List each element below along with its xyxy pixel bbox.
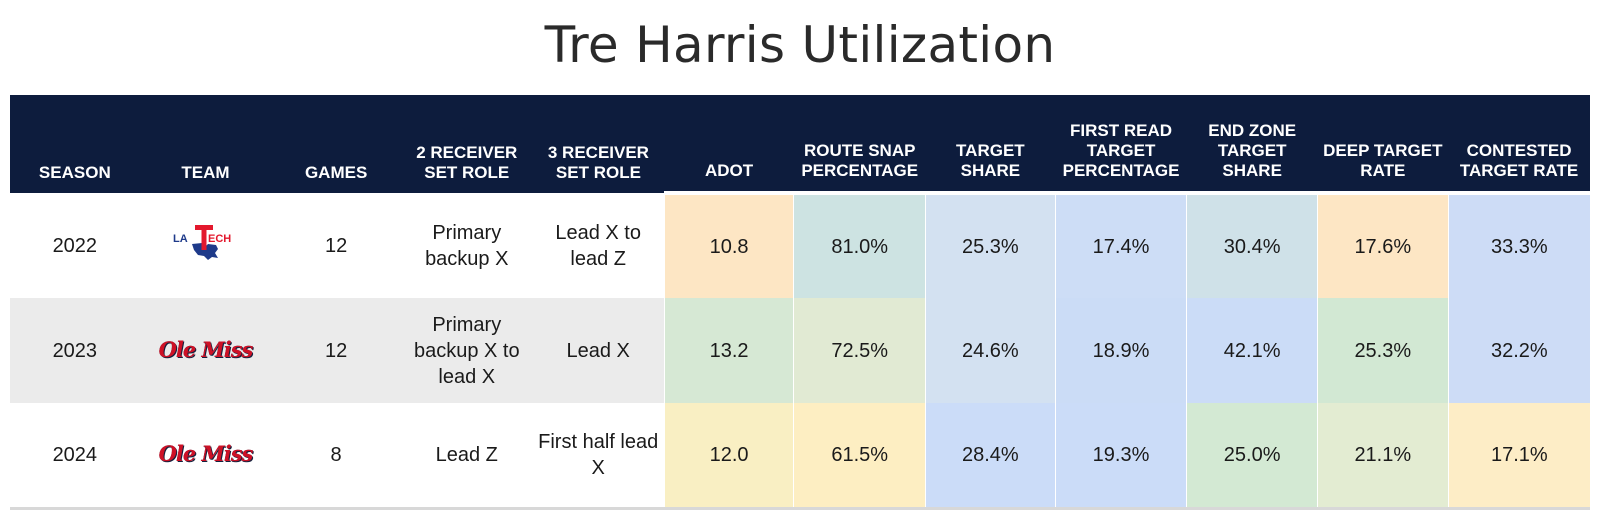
header-adot: ADOT — [664, 95, 794, 193]
team-cell: Ole Miss — [139, 403, 272, 510]
logo-t-letter: T — [202, 223, 203, 225]
header-first-read-target-percentage: FIRST READ TARGET PERCENTAGE — [1055, 95, 1187, 193]
logo-tech-text: ECH — [208, 233, 231, 245]
utilization-table: SEASON TEAM GAMES 2 RECEIVER SET ROLE 3 … — [10, 95, 1590, 510]
target-share-cell: 24.6% — [925, 298, 1056, 403]
logo-la-text: LA — [173, 233, 188, 245]
two-receiver-set-role-cell: Primary backup X — [400, 193, 533, 298]
first-read-target-percentage-cell: 19.3% — [1054, 403, 1187, 510]
season-cell: 2022 — [10, 193, 140, 298]
team-cell: LA ECH T — [139, 193, 272, 298]
deep-target-rate-cell: 21.1% — [1316, 403, 1449, 510]
three-receiver-set-role-cell: Lead X to lead Z — [532, 193, 665, 298]
team-cell: Ole Miss — [139, 298, 272, 403]
header-route-snap-percentage: ROUTE SNAP PERCENTAGE — [793, 95, 926, 193]
adot-cell: 12.0 — [663, 403, 794, 510]
route-snap-percentage-cell: 81.0% — [793, 191, 926, 298]
header-row: SEASON TEAM GAMES 2 RECEIVER SET ROLE 3 … — [10, 95, 1590, 193]
table-row: 2024 Ole Miss 8 Lead Z First half lead X 12.0… — [10, 403, 1590, 510]
three-receiver-set-role-cell: Lead X — [532, 298, 665, 403]
adot-cell: 13.2 — [663, 298, 794, 403]
ole-miss-logo: Ole Miss — [158, 337, 254, 362]
first-read-target-percentage-cell: 17.4% — [1054, 191, 1187, 298]
adot-cell: 10.8 — [663, 191, 794, 298]
route-snap-percentage-cell: 72.5% — [793, 298, 926, 403]
la-tech-logo: LA ECH T — [173, 223, 232, 260]
ole-miss-logo: Ole Miss — [158, 441, 254, 467]
header-season: SEASON — [10, 95, 140, 193]
contested-target-rate-cell: 32.2% — [1447, 298, 1590, 403]
route-snap-percentage-cell: 61.5% — [793, 403, 926, 510]
games-cell: 8 — [271, 403, 401, 510]
end-zone-target-share-cell: 42.1% — [1186, 298, 1318, 403]
three-receiver-set-role-cell: First half lead X — [532, 403, 665, 510]
games-cell: 12 — [271, 298, 401, 403]
deep-target-rate-cell: 25.3% — [1316, 298, 1449, 403]
chart-title: Tre Harris Utilization — [544, 16, 1056, 74]
first-read-target-percentage-cell: 18.9% — [1054, 298, 1187, 403]
header-games: GAMES — [271, 95, 401, 193]
season-cell: 2024 — [10, 403, 140, 510]
table-row: 2023 Ole Miss 12 Primary backup X to lead X… — [10, 298, 1590, 403]
two-receiver-set-role-cell: Lead Z — [400, 403, 533, 510]
contested-target-rate-cell: 33.3% — [1447, 191, 1590, 298]
header-3-receiver-set-role: 3 RECEIVER SET ROLE — [532, 95, 665, 193]
end-zone-target-share-cell: 30.4% — [1186, 191, 1318, 298]
header-team: TEAM — [139, 95, 272, 193]
deep-target-rate-cell: 17.6% — [1316, 191, 1449, 298]
header-contested-target-rate: CONTESTED TARGET RATE — [1448, 95, 1590, 193]
target-share-cell: 28.4% — [925, 403, 1056, 510]
games-cell: 12 — [271, 193, 401, 298]
header-target-share: TARGET SHARE — [925, 95, 1056, 193]
table-row: 2022 LA ECH T 12 Primary backup X Lead X t… — [10, 191, 1590, 298]
two-receiver-set-role-cell: Primary backup X to lead X — [400, 298, 533, 403]
header-end-zone-target-share: END ZONE TARGET SHARE — [1186, 95, 1318, 193]
table-body: 2022 LA ECH T 12 Primary backup X Lead X t… — [10, 191, 1590, 510]
target-share-cell: 25.3% — [925, 191, 1056, 298]
season-cell: 2023 — [10, 298, 140, 403]
header-2-receiver-set-role: 2 RECEIVER SET ROLE — [400, 95, 533, 193]
header-deep-target-rate: DEEP TARGET RATE — [1317, 95, 1449, 193]
end-zone-target-share-cell: 25.0% — [1186, 403, 1318, 510]
contested-target-rate-cell: 17.1% — [1447, 403, 1590, 510]
